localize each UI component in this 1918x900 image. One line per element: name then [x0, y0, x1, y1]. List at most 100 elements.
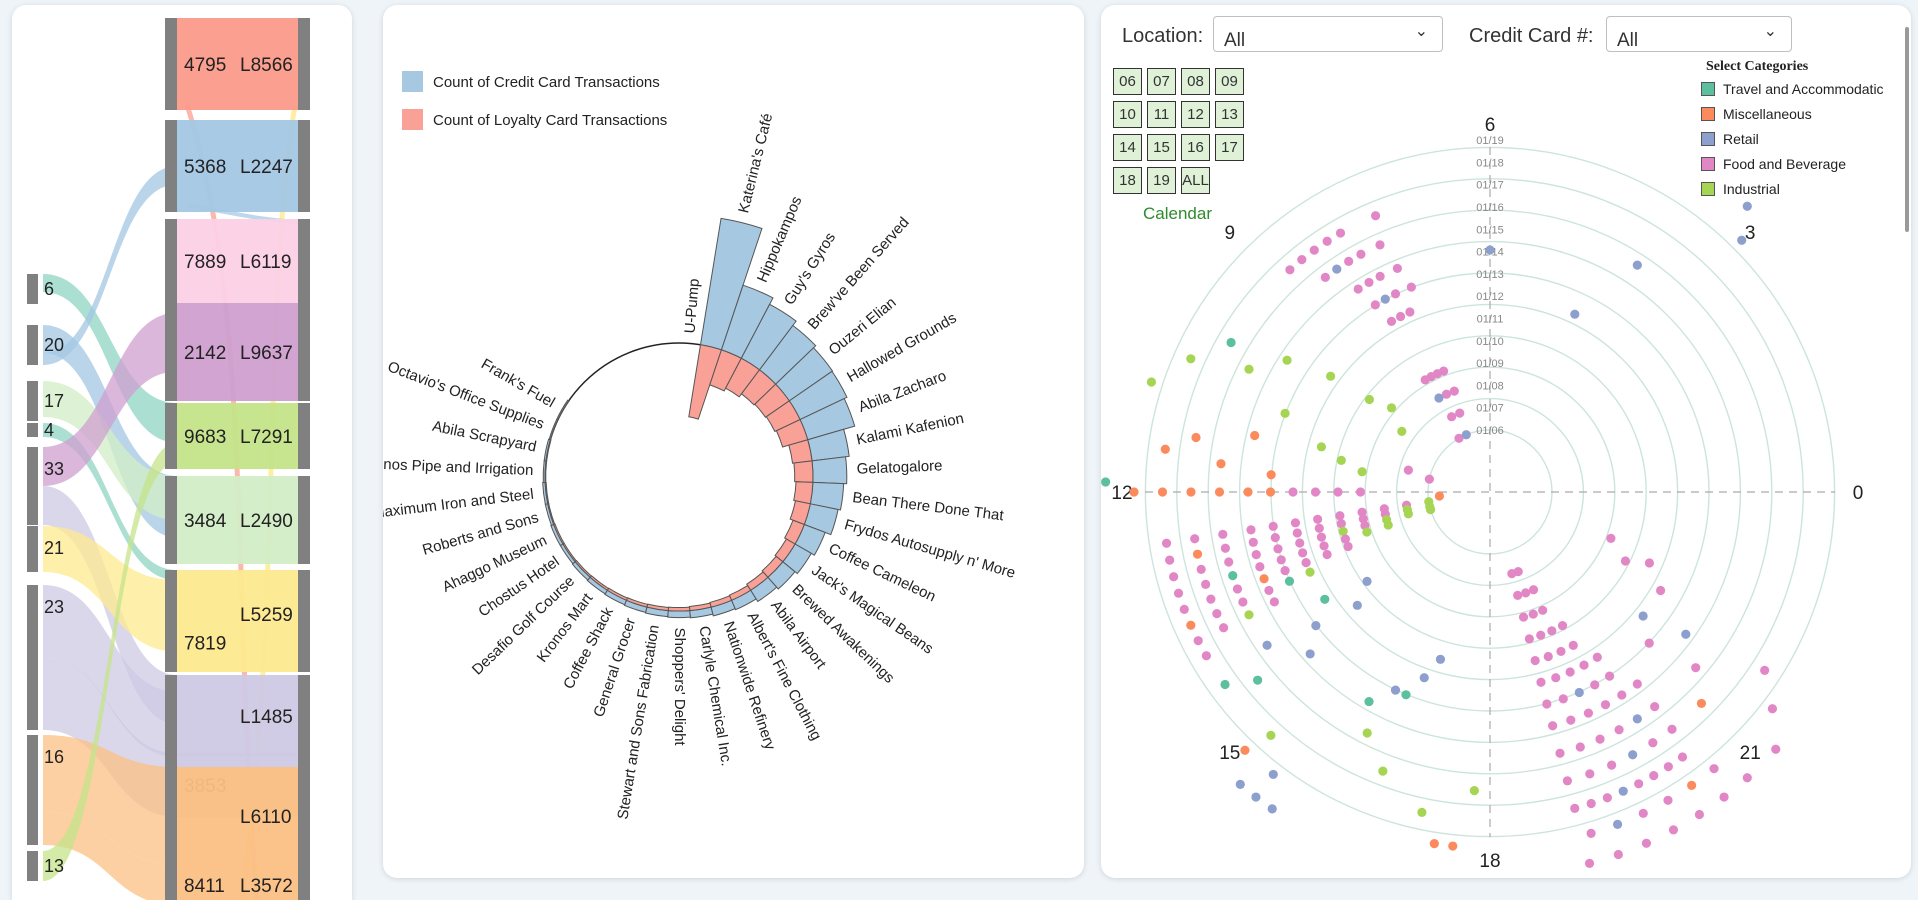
transaction-point[interactable] [1618, 786, 1628, 796]
transaction-point[interactable] [1161, 538, 1172, 548]
transaction-point[interactable] [1284, 576, 1295, 586]
transaction-point[interactable] [1536, 677, 1546, 687]
transaction-point[interactable] [1737, 235, 1747, 245]
transaction-point[interactable] [1201, 651, 1211, 661]
transaction-point[interactable] [1390, 685, 1401, 695]
transaction-point[interactable] [1179, 604, 1189, 614]
sankey-target-node[interactable] [177, 303, 298, 401]
transaction-point[interactable] [1186, 354, 1196, 364]
transaction-point[interactable] [1259, 574, 1269, 584]
day-button-13[interactable]: 13 [1215, 101, 1244, 128]
transaction-point[interactable] [1595, 734, 1605, 744]
transaction-point[interactable] [1579, 660, 1589, 670]
legend-item[interactable]: Retail [1701, 130, 1911, 150]
transaction-point[interactable] [1357, 467, 1367, 477]
transaction-point[interactable] [1644, 558, 1655, 568]
transaction-point[interactable] [1301, 557, 1311, 568]
transaction-point[interactable] [1570, 803, 1580, 813]
transaction-point[interactable] [1297, 255, 1307, 265]
transaction-point[interactable] [1528, 585, 1539, 595]
transaction-point[interactable] [1614, 725, 1624, 735]
sankey-source-node[interactable] [27, 381, 38, 421]
transaction-point[interactable] [1604, 671, 1615, 681]
transaction-point[interactable] [1212, 609, 1222, 619]
transaction-point[interactable] [1760, 665, 1770, 675]
transaction-point[interactable] [1696, 698, 1707, 709]
transaction-point[interactable] [1557, 620, 1568, 631]
transaction-point[interactable] [1542, 699, 1552, 709]
transaction-point[interactable] [1620, 556, 1631, 566]
transaction-point[interactable] [1362, 728, 1372, 738]
transaction-point[interactable] [1220, 543, 1231, 553]
transaction-point[interactable] [1530, 655, 1540, 666]
transaction-point[interactable] [1201, 579, 1211, 589]
transaction-point[interactable] [1316, 532, 1327, 542]
sankey-source-node[interactable] [27, 325, 38, 365]
transaction-point[interactable] [1424, 474, 1434, 484]
transaction-point[interactable] [1420, 375, 1430, 385]
transaction-point[interactable] [1562, 776, 1572, 786]
transaction-point[interactable] [1232, 584, 1243, 594]
transaction-point[interactable] [1602, 793, 1612, 803]
transaction-point[interactable] [1193, 636, 1203, 646]
transaction-point[interactable] [1634, 779, 1644, 789]
transaction-point[interactable] [1405, 307, 1415, 317]
transaction-point[interactable] [1585, 769, 1595, 779]
transaction-point[interactable] [1565, 667, 1575, 677]
transaction-point[interactable] [1574, 687, 1584, 698]
transaction-point[interactable] [1343, 541, 1353, 552]
transaction-point[interactable] [1513, 590, 1523, 600]
transaction-point[interactable] [1650, 702, 1660, 712]
transaction-point[interactable] [1386, 316, 1397, 326]
transaction-point[interactable] [1146, 377, 1157, 387]
transaction-point[interactable] [1253, 675, 1263, 685]
transaction-point[interactable] [1632, 260, 1642, 270]
transaction-point[interactable] [1190, 534, 1200, 544]
transaction-point[interactable] [1322, 549, 1332, 560]
sankey-target-node[interactable] [177, 675, 298, 757]
transaction-point[interactable] [1165, 555, 1175, 565]
transaction-point[interactable] [1186, 620, 1196, 630]
transaction-point[interactable] [1169, 572, 1179, 582]
sankey-target-node[interactable] [177, 120, 298, 212]
transaction-point[interactable] [1288, 487, 1298, 497]
sankey-source-node[interactable] [27, 274, 38, 304]
day-button-19[interactable]: 19 [1147, 167, 1176, 194]
sankey-link[interactable] [43, 274, 177, 443]
transaction-point[interactable] [1333, 487, 1343, 497]
transaction-point[interactable] [1255, 562, 1265, 572]
day-button-09[interactable]: 09 [1215, 68, 1244, 95]
transaction-point[interactable] [1570, 309, 1580, 319]
transaction-point[interactable] [1157, 487, 1168, 497]
day-button-14[interactable]: 14 [1113, 134, 1142, 161]
sankey-link[interactable] [43, 312, 177, 486]
transaction-point[interactable] [1280, 566, 1290, 576]
transaction-point[interactable] [1268, 521, 1278, 531]
transaction-point[interactable] [1192, 549, 1203, 559]
transaction-point[interactable] [1648, 738, 1658, 748]
transaction-point[interactable] [1380, 294, 1390, 304]
transaction-point[interactable] [1248, 537, 1258, 547]
transaction-point[interactable] [1584, 858, 1595, 868]
transaction-point[interactable] [1566, 715, 1576, 725]
transaction-point[interactable] [1335, 511, 1345, 521]
transaction-point[interactable] [1668, 825, 1679, 835]
transaction-point[interactable] [1355, 487, 1366, 497]
transaction-point[interactable] [1336, 455, 1346, 465]
transaction-point[interactable] [1555, 748, 1565, 758]
transaction-point[interactable] [1632, 714, 1642, 724]
transaction-point[interactable] [1322, 236, 1332, 246]
transaction-point[interactable] [1656, 585, 1666, 596]
vertical-scrollbar[interactable] [1905, 27, 1909, 232]
day-button-16[interactable]: 16 [1181, 134, 1210, 161]
transaction-point[interactable] [1270, 533, 1280, 543]
transaction-point[interactable] [1612, 819, 1623, 829]
transaction-point[interactable] [1305, 649, 1315, 659]
sankey-target-node[interactable] [177, 476, 298, 564]
transaction-point[interactable] [1632, 679, 1642, 689]
transaction-point[interactable] [1771, 744, 1781, 754]
transaction-point[interactable] [1403, 509, 1413, 519]
transaction-point[interactable] [1243, 487, 1253, 497]
transaction-point[interactable] [1583, 708, 1594, 718]
transaction-point[interactable] [1586, 828, 1596, 838]
